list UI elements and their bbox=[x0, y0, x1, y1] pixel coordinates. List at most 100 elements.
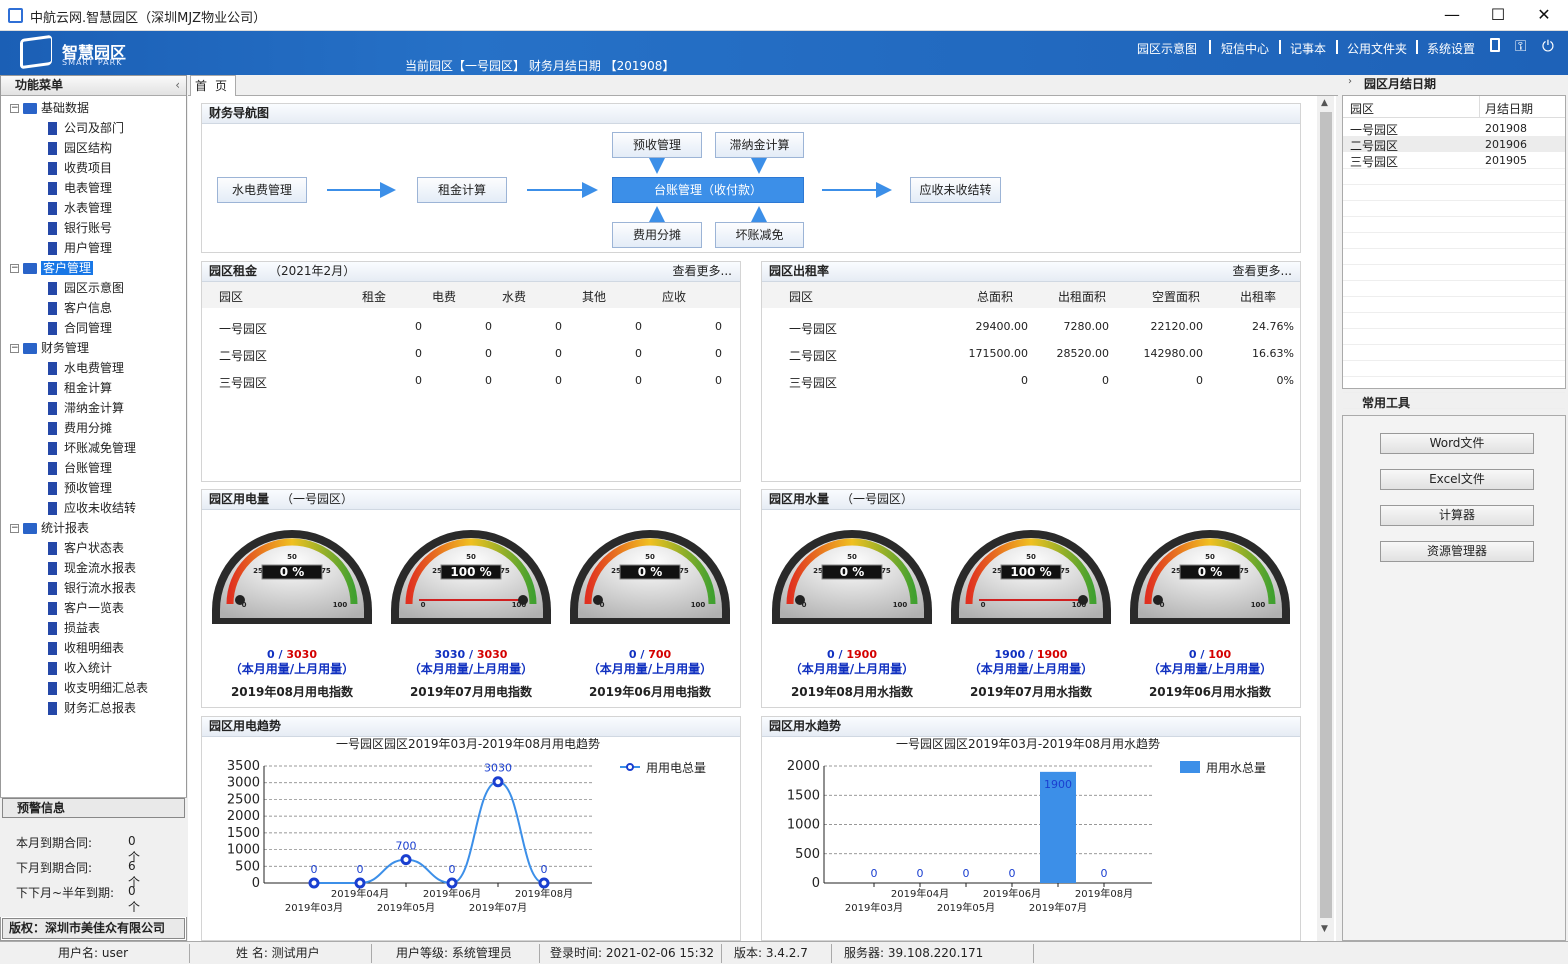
menu-item[interactable]: 银行流水报表 bbox=[48, 578, 136, 598]
menu-item[interactable]: 公司及部门 bbox=[48, 118, 124, 138]
table-row[interactable]: 三号园区 201905 bbox=[1343, 152, 1565, 169]
flow-rent-button[interactable]: 租金计算 bbox=[417, 177, 507, 203]
flow-bad-debt-button[interactable]: 坏账减免 bbox=[715, 222, 804, 248]
tab-home[interactable]: 首页 bbox=[190, 75, 236, 96]
menu-item[interactable]: 租金计算 bbox=[48, 378, 112, 398]
logo-icon bbox=[20, 34, 52, 70]
menu-group[interactable]: − 基础数据 bbox=[10, 98, 89, 118]
menu-item[interactable]: 财务汇总报表 bbox=[48, 698, 136, 718]
nav-shared-folder[interactable]: 公用文件夹 bbox=[1347, 42, 1408, 56]
data-label: 0 bbox=[311, 863, 318, 876]
calculator-button[interactable]: 计算器 bbox=[1380, 505, 1534, 526]
table-row[interactable]: 三号园区 0 0 0 0 0 bbox=[202, 372, 740, 392]
menu-item[interactable]: 预收管理 bbox=[48, 478, 112, 498]
menu-item[interactable]: 收支明细汇总表 bbox=[48, 678, 148, 698]
flow-ledger-button[interactable]: 台账管理（收付款） bbox=[612, 177, 804, 203]
menu-item-label: 电表管理 bbox=[64, 181, 113, 195]
key-icon[interactable]: ⚿ bbox=[1515, 37, 1527, 55]
menu-item[interactable]: 园区示意图 bbox=[48, 278, 124, 298]
power-icon[interactable]: ⏻ bbox=[1542, 37, 1554, 55]
flow-carryover-button[interactable]: 应收未收结转 bbox=[910, 177, 1001, 203]
water-usage-card: 园区用水量 （一号园区） 0 25 50 75 100 0 % 0 / 1900 （本月用量/上… bbox=[761, 489, 1301, 708]
scroll-up-icon[interactable]: ▲ bbox=[1321, 98, 1328, 108]
gauge-needle-knob bbox=[795, 595, 805, 605]
table-row[interactable]: 二号园区 201906 bbox=[1343, 136, 1565, 153]
y-tick-label: 0 bbox=[252, 876, 260, 891]
gauge-tick-label: 75 bbox=[1060, 567, 1070, 575]
menu-item[interactable]: 用户管理 bbox=[48, 238, 112, 258]
flow-cost-share-button[interactable]: 费用分摊 bbox=[612, 222, 702, 248]
gauge-caption: 2019年06月用水指数 bbox=[1148, 685, 1272, 699]
table-cell: 28520.00 bbox=[1056, 347, 1110, 360]
menu-item[interactable]: 费用分摊 bbox=[48, 418, 112, 438]
y-tick-label: 0 bbox=[812, 876, 820, 891]
park-occupancy-card: 园区出租率 查看更多... 园区 总面积 出租面积 空置面积 出租率 一号园区 29400… bbox=[761, 261, 1301, 482]
nav-park-map[interactable]: 园区示意图 bbox=[1137, 42, 1198, 56]
collapse-toggle-icon[interactable]: − bbox=[10, 523, 19, 533]
flow-prepaid-button[interactable]: 预收管理 bbox=[612, 132, 702, 158]
table-cell: 0 bbox=[415, 347, 422, 360]
nav-separator bbox=[1209, 40, 1211, 54]
menu-item[interactable]: 银行账号 bbox=[48, 218, 112, 238]
table-row[interactable]: 三号园区 0 0 0 0% bbox=[762, 372, 1300, 392]
flow-late-fee-button[interactable]: 滞纳金计算 bbox=[715, 132, 804, 158]
gauge-tick-label: 50 bbox=[1026, 553, 1036, 561]
gauge-current: 1900 bbox=[994, 648, 1026, 661]
doc-icon[interactable] bbox=[1490, 38, 1500, 52]
menu-item[interactable]: 收租明细表 bbox=[48, 638, 124, 658]
menu-item[interactable]: 收费项目 bbox=[48, 158, 112, 178]
file-explorer-button[interactable]: 资源管理器 bbox=[1380, 541, 1534, 562]
table-cell: 0 bbox=[485, 347, 492, 360]
table-row[interactable]: 二号园区 0 0 0 0 0 bbox=[202, 345, 740, 365]
park-rent-more-link[interactable]: 查看更多... bbox=[672, 264, 732, 278]
park-occupancy-more-link[interactable]: 查看更多... bbox=[1232, 264, 1292, 278]
menu-item[interactable]: 客户状态表 bbox=[48, 538, 124, 558]
collapse-toggle-icon[interactable]: − bbox=[10, 343, 19, 353]
gauge-values: 3030 / 3030 bbox=[381, 648, 561, 661]
menu-group[interactable]: − 统计报表 bbox=[10, 518, 89, 538]
collapse-toggle-icon[interactable]: − bbox=[10, 263, 19, 273]
gauge-values: 0 / 1900 bbox=[762, 648, 942, 661]
menu-item[interactable]: 合同管理 bbox=[48, 318, 112, 338]
table-row[interactable]: 一号园区 0 0 0 0 0 bbox=[202, 318, 740, 338]
menu-item[interactable]: 台账管理 bbox=[48, 458, 112, 478]
excel-file-button[interactable]: Excel文件 bbox=[1380, 469, 1534, 490]
menu-item[interactable]: 水电费管理 bbox=[48, 358, 124, 378]
column-header: 月结日期 bbox=[1485, 102, 1534, 116]
maximize-button[interactable]: ☐ bbox=[1490, 5, 1506, 24]
menu-item[interactable]: 坏账减免管理 bbox=[48, 438, 136, 458]
menu-item[interactable]: 现金流水报表 bbox=[48, 558, 136, 578]
menu-item[interactable]: 滞纳金计算 bbox=[48, 398, 124, 418]
menu-item[interactable]: 应收未收结转 bbox=[48, 498, 136, 518]
menu-item[interactable]: 客户信息 bbox=[48, 298, 112, 318]
flow-arrows bbox=[327, 158, 892, 222]
menu-group[interactable]: − 财务管理 bbox=[10, 338, 89, 358]
menu-item-label: 客户状态表 bbox=[64, 541, 125, 555]
close-button[interactable]: ✕ bbox=[1537, 5, 1551, 24]
table-row[interactable]: 一号园区 201908 bbox=[1343, 120, 1565, 137]
menu-item[interactable]: 水表管理 bbox=[48, 198, 112, 218]
menu-item[interactable]: 客户一览表 bbox=[48, 598, 124, 618]
table-row[interactable]: 一号园区 29400.00 7280.00 22120.00 24.76% bbox=[762, 318, 1300, 338]
menu-item[interactable]: 电表管理 bbox=[48, 178, 112, 198]
word-file-button[interactable]: Word文件 bbox=[1380, 433, 1534, 454]
scrollbar-thumb[interactable] bbox=[1320, 112, 1332, 918]
nav-system-settings[interactable]: 系统设置 bbox=[1427, 42, 1476, 56]
table-cell: 201908 bbox=[1485, 122, 1527, 135]
menu-group[interactable]: − 客户管理 bbox=[10, 258, 94, 278]
flow-water-elec-button[interactable]: 水电费管理 bbox=[217, 177, 307, 203]
collapse-icon[interactable]: ‹ bbox=[175, 78, 180, 92]
nav-notepad[interactable]: 记事本 bbox=[1290, 42, 1327, 56]
minimize-button[interactable]: — bbox=[1444, 5, 1460, 24]
menu-item[interactable]: 园区结构 bbox=[48, 138, 112, 158]
menu-item[interactable]: 损益表 bbox=[48, 618, 100, 638]
table-row[interactable]: 二号园区 171500.00 28520.00 142980.00 16.63% bbox=[762, 345, 1300, 365]
nav-sms-center[interactable]: 短信中心 bbox=[1221, 42, 1270, 56]
collapse-toggle-icon[interactable]: − bbox=[10, 103, 19, 113]
menu-item[interactable]: 收入统计 bbox=[48, 658, 112, 678]
table-cell: 0 bbox=[555, 320, 562, 333]
scroll-down-icon[interactable]: ▼ bbox=[1321, 924, 1328, 934]
warning-title: 预警信息 bbox=[2, 798, 185, 818]
document-icon bbox=[48, 142, 57, 155]
